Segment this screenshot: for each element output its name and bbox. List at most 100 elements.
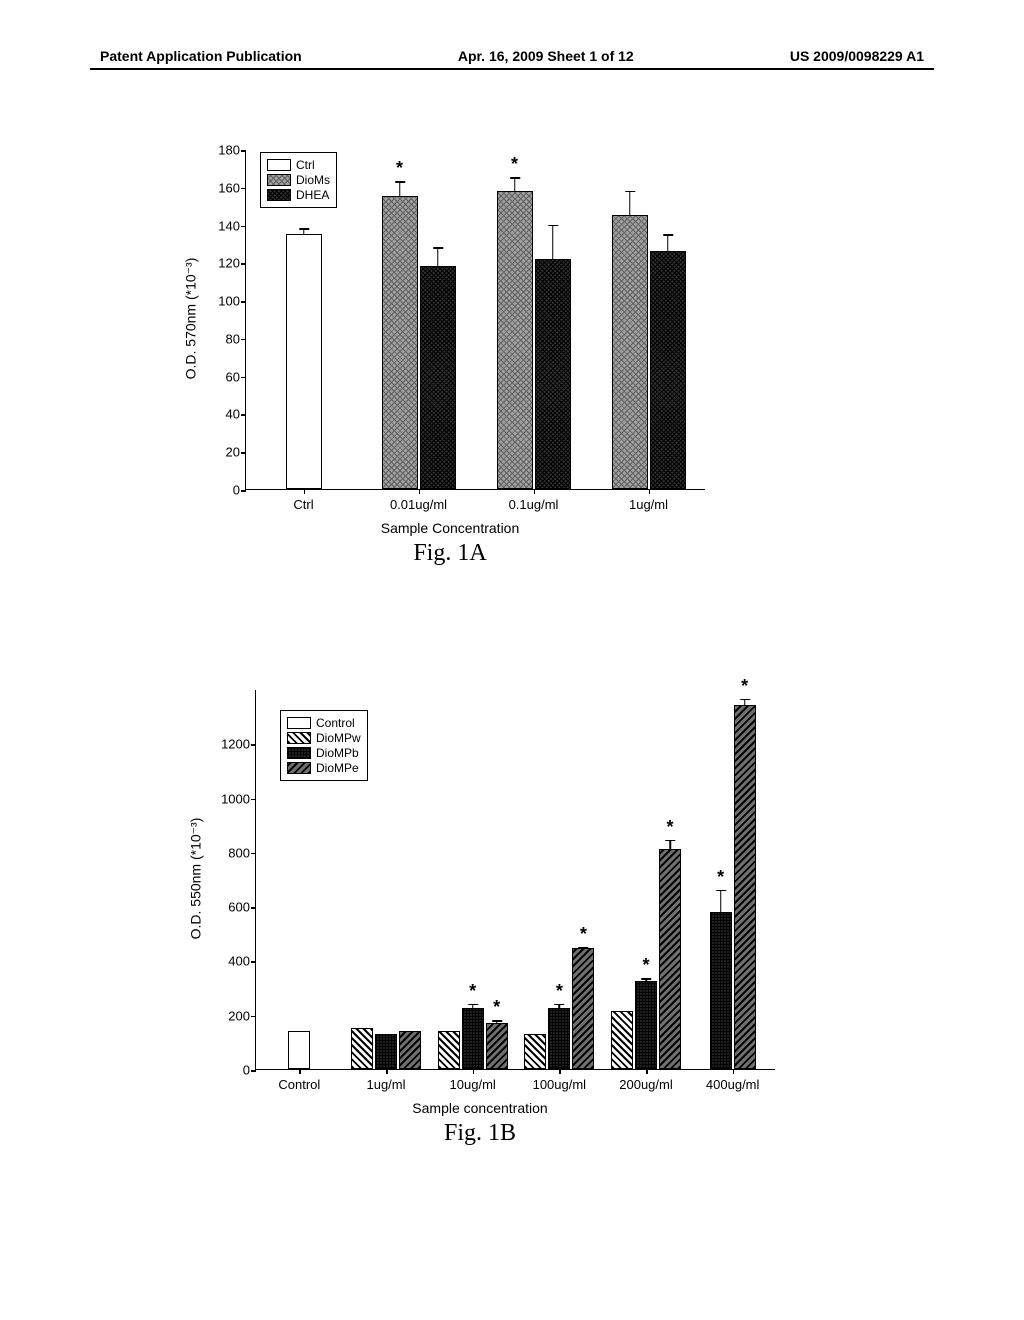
error-bar xyxy=(559,1004,561,1008)
error-bar xyxy=(667,234,669,251)
y-tick-label: 600 xyxy=(228,900,250,915)
significance-star: * xyxy=(642,955,649,976)
x-tick xyxy=(534,489,536,494)
y-tick-label: 160 xyxy=(218,180,240,195)
bar xyxy=(351,1028,373,1069)
bar xyxy=(497,191,533,489)
bar xyxy=(399,1031,421,1069)
legend-label: DioMPb xyxy=(316,746,359,760)
error-bar xyxy=(472,1004,474,1008)
significance-star: * xyxy=(556,981,563,1002)
legend-item: DHEA xyxy=(267,188,330,202)
error-bar xyxy=(645,978,647,981)
error-bar xyxy=(669,840,671,850)
bar xyxy=(524,1034,546,1069)
y-tick xyxy=(241,226,246,228)
x-tick xyxy=(559,1069,561,1074)
x-tick xyxy=(304,489,306,494)
error-bar xyxy=(720,890,722,912)
legend-swatch xyxy=(287,732,311,744)
x-tick xyxy=(299,1069,301,1074)
y-tick xyxy=(251,1070,256,1072)
y-tick xyxy=(251,1016,256,1018)
y-tick xyxy=(251,744,256,746)
bar xyxy=(420,266,456,489)
y-tick-label: 1000 xyxy=(221,791,250,806)
legend-item: DioMPw xyxy=(287,731,361,745)
y-tick xyxy=(241,414,246,416)
chart-b-legend: ControlDioMPwDioMPbDioMPe xyxy=(280,710,368,781)
chart-a-legend: CtrlDioMsDHEA xyxy=(260,152,337,208)
y-tick xyxy=(241,377,246,379)
y-tick-label: 800 xyxy=(228,845,250,860)
y-tick-label: 180 xyxy=(218,143,240,158)
y-tick-label: 20 xyxy=(226,445,240,460)
legend-swatch xyxy=(267,159,291,171)
legend-swatch xyxy=(287,717,311,729)
error-bar xyxy=(744,699,746,706)
legend-label: Control xyxy=(316,716,355,730)
y-tick-label: 0 xyxy=(243,1063,250,1078)
legend-item: DioMPb xyxy=(287,746,361,760)
bar xyxy=(659,849,681,1069)
y-tick-label: 400 xyxy=(228,954,250,969)
bar xyxy=(710,912,732,1069)
y-tick-label: 60 xyxy=(226,369,240,384)
bar xyxy=(288,1031,310,1069)
legend-item: Control xyxy=(287,716,361,730)
legend-label: DioMs xyxy=(296,173,330,187)
y-tick xyxy=(251,853,256,855)
y-tick-label: 100 xyxy=(218,294,240,309)
legend-label: DHEA xyxy=(296,188,329,202)
y-tick xyxy=(251,799,256,801)
error-bar xyxy=(399,181,401,196)
bar xyxy=(611,1011,633,1069)
y-tick-label: 80 xyxy=(226,331,240,346)
significance-star: * xyxy=(741,676,748,697)
error-bar xyxy=(514,177,516,190)
x-tick-label: 1ug/ml xyxy=(366,1077,405,1092)
bar xyxy=(612,215,648,489)
y-tick xyxy=(241,188,246,190)
chart-a-y-label: O.D. 570nm (*10⁻³) xyxy=(182,258,199,380)
bar xyxy=(286,234,322,489)
error-bar xyxy=(629,191,631,216)
legend-item: Ctrl xyxy=(267,158,330,172)
chart-b-x-label: Sample concentration xyxy=(170,1100,790,1116)
legend-label: Ctrl xyxy=(296,158,315,172)
x-tick-label: 10ug/ml xyxy=(450,1077,496,1092)
legend-swatch xyxy=(287,747,311,759)
y-tick-label: 0 xyxy=(233,483,240,498)
y-tick xyxy=(241,490,246,492)
legend-swatch xyxy=(267,174,291,186)
bar xyxy=(535,259,571,489)
significance-star: * xyxy=(717,867,724,888)
y-tick-label: 1200 xyxy=(221,737,250,752)
chart-b-y-label: O.D. 550nm (*10⁻³) xyxy=(187,818,204,940)
x-tick-label: 1ug/ml xyxy=(629,497,668,512)
significance-star: * xyxy=(493,997,500,1018)
bar xyxy=(462,1008,484,1069)
header-center: Apr. 16, 2009 Sheet 1 of 12 xyxy=(458,48,634,64)
figure-1b: 0 200 400 600 800 1000 1200 Control 1ug/ml 10ug/m… xyxy=(170,680,790,1160)
x-tick xyxy=(646,1069,648,1074)
figure-1a: 020406080100120140160180Ctrl0.01ug/ml*0.… xyxy=(170,140,730,560)
bar xyxy=(635,981,657,1069)
error-bar xyxy=(303,228,305,234)
x-tick-label: 200ug/ml xyxy=(619,1077,672,1092)
legend-swatch xyxy=(287,762,311,774)
x-tick-label: 100ug/ml xyxy=(533,1077,586,1092)
y-tick xyxy=(241,339,246,341)
header-right: US 2009/0098229 A1 xyxy=(790,48,924,64)
header-left: Patent Application Publication xyxy=(100,48,302,64)
y-tick-label: 200 xyxy=(228,1008,250,1023)
fig-1a-label: Fig. 1A xyxy=(170,540,730,567)
bar xyxy=(438,1031,460,1069)
significance-star: * xyxy=(580,924,587,945)
legend-item: DioMs xyxy=(267,173,330,187)
error-bar xyxy=(437,247,439,266)
x-tick xyxy=(733,1069,735,1074)
bar xyxy=(486,1023,508,1069)
significance-star: * xyxy=(666,817,673,838)
x-tick xyxy=(473,1069,475,1074)
